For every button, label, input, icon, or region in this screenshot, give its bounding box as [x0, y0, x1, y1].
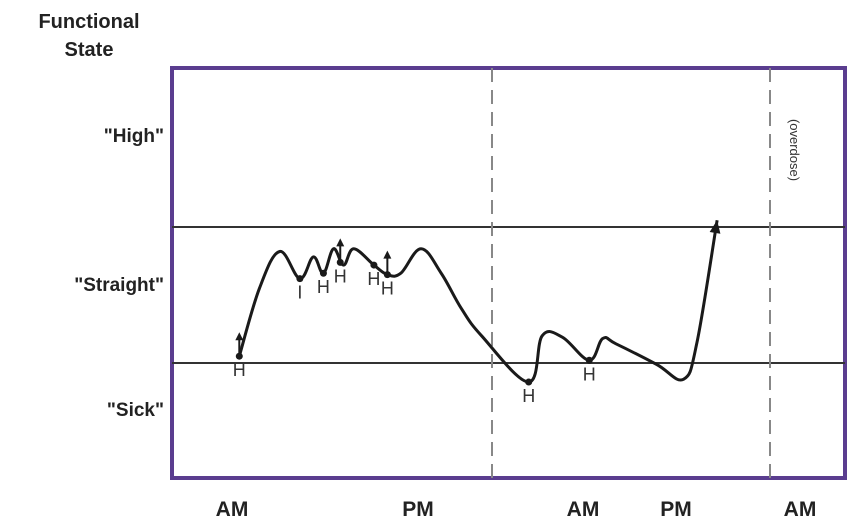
y-level-label-straight: "Straight"	[74, 275, 164, 296]
marker-label: H	[583, 364, 596, 384]
x-label-am-3: AM	[783, 498, 817, 521]
x-label-am-2: AM	[566, 498, 600, 521]
y-axis-title-line-1: Functional	[38, 11, 140, 33]
marker-label: H	[233, 360, 246, 380]
marker-point	[370, 261, 378, 269]
marker-arrow-head	[336, 238, 345, 247]
series-end-arrow	[709, 220, 721, 234]
marker-label: H	[522, 386, 535, 406]
marker-label: H	[381, 279, 394, 299]
y-axis-title: Functional State	[0, 8, 178, 64]
marker-label: H	[334, 266, 347, 286]
y-level-label-high: "High"	[103, 126, 164, 147]
x-label-pm-2: PM	[660, 498, 692, 521]
plot-frame	[170, 66, 847, 480]
x-label-am-1: AM	[215, 498, 249, 521]
annotation-overdose: (overdose)	[787, 119, 802, 181]
marker-label: H	[367, 269, 380, 289]
marker-point	[525, 378, 533, 386]
marker-arrow-head	[383, 250, 392, 259]
marker-point	[296, 275, 304, 283]
marker-label: H	[317, 277, 330, 297]
marker-point	[585, 356, 593, 364]
marker-arrow-head	[235, 332, 244, 341]
x-label-pm-1: PM	[402, 498, 434, 521]
y-level-label-sick: "Sick"	[106, 400, 164, 421]
series-line	[237, 219, 719, 384]
marker-point	[319, 269, 327, 277]
y-axis-title-line-2: State	[64, 39, 114, 61]
marker-label: I	[297, 283, 302, 303]
